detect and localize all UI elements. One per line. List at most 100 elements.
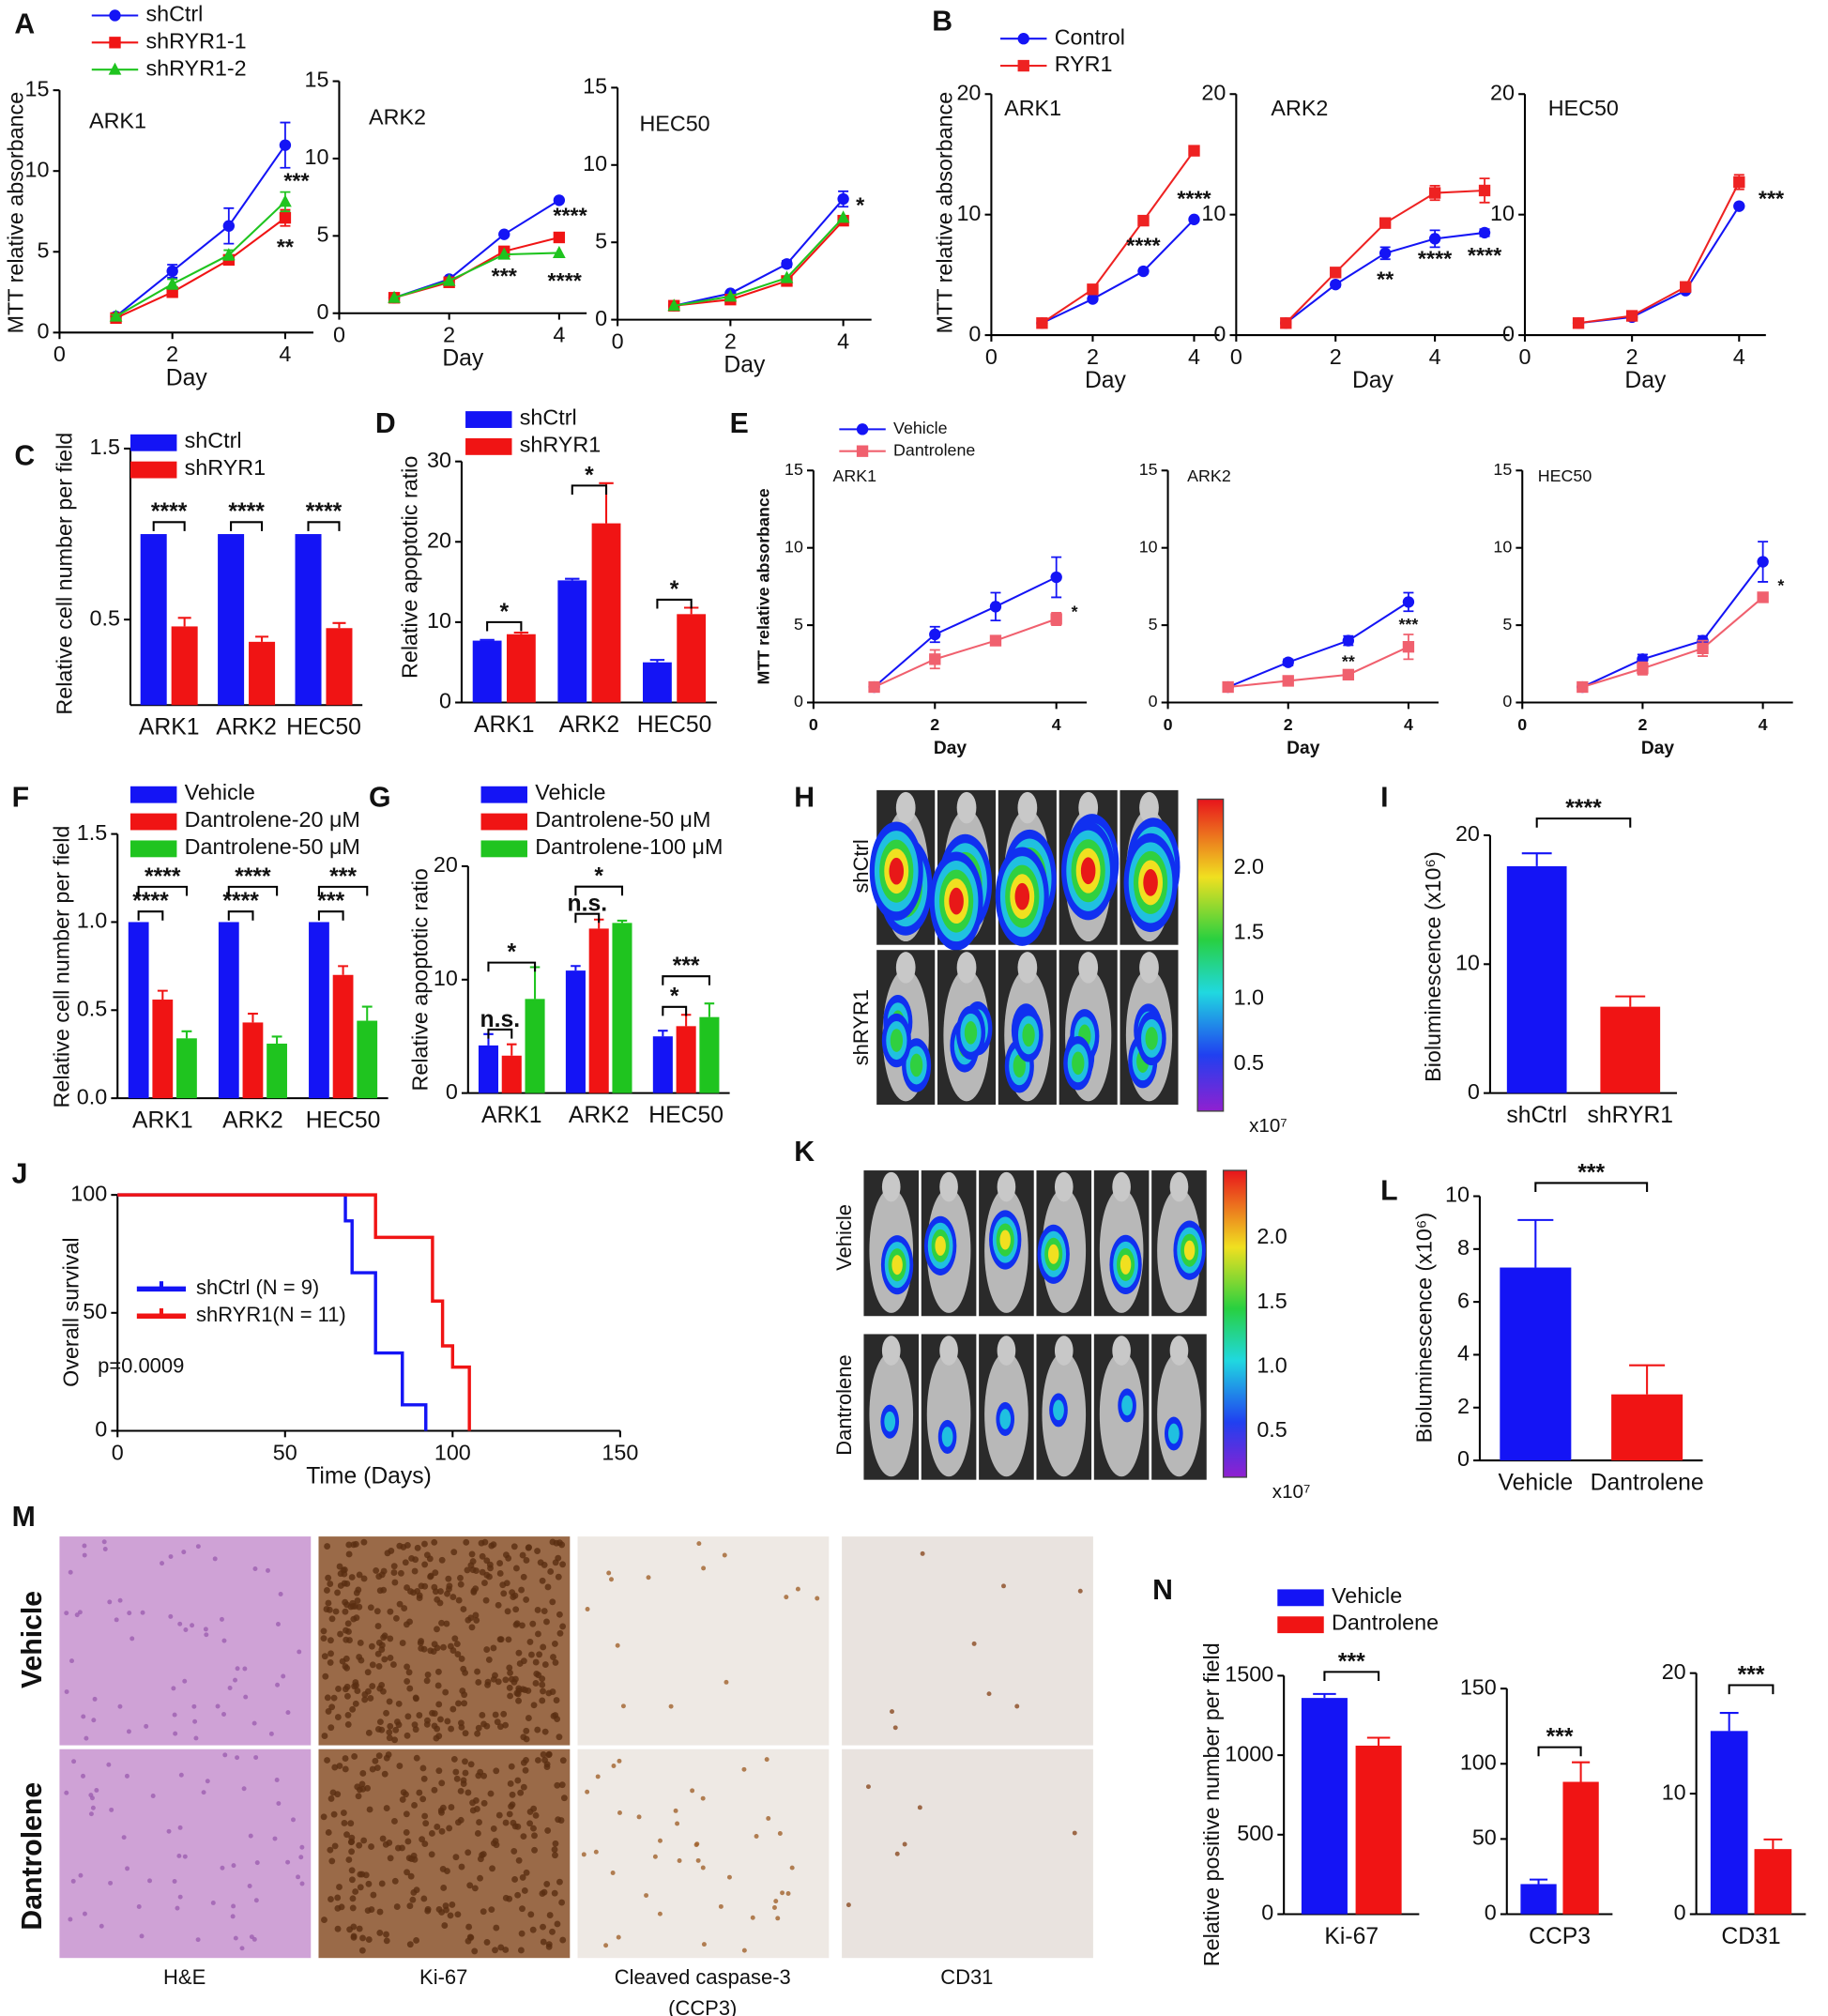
point xyxy=(1757,556,1769,568)
y-axis-label: Relative cell number per field xyxy=(50,826,74,1108)
stain xyxy=(386,1729,393,1736)
signal xyxy=(1072,1051,1085,1076)
stain xyxy=(438,1619,445,1627)
stain xyxy=(354,1596,361,1604)
stain xyxy=(183,1627,189,1632)
mouse xyxy=(1078,952,1099,984)
stain xyxy=(336,1884,343,1890)
stain xyxy=(404,1838,412,1845)
stain xyxy=(437,1588,444,1596)
significance-bracket xyxy=(574,885,624,896)
annotation: **** xyxy=(1126,234,1161,258)
chart-title: HEC50 xyxy=(1538,466,1592,485)
legend-label: shCtrl xyxy=(185,428,242,452)
stain xyxy=(190,1623,195,1628)
error-bar xyxy=(649,659,665,663)
stain xyxy=(243,1694,249,1700)
mouse xyxy=(956,952,977,984)
panel-letter: I xyxy=(1380,782,1388,813)
x-tick-label: 50 xyxy=(273,1440,297,1464)
panel-letter: H xyxy=(794,782,815,813)
stain xyxy=(434,1824,441,1830)
stain xyxy=(785,1891,791,1897)
bar xyxy=(171,626,198,706)
point xyxy=(1222,680,1234,694)
stain xyxy=(437,1807,445,1814)
stain xyxy=(360,1837,368,1844)
x-tick-label: HEC50 xyxy=(286,715,361,741)
stain xyxy=(540,1923,546,1931)
stain xyxy=(512,1565,520,1572)
y-tick-label: 10 xyxy=(583,151,607,176)
mouse xyxy=(881,1336,901,1366)
stain xyxy=(636,1814,642,1820)
stain xyxy=(383,1805,390,1812)
stain xyxy=(342,1686,349,1693)
stain xyxy=(500,1590,508,1597)
stain xyxy=(421,1540,428,1548)
stain xyxy=(349,1599,357,1607)
x-axis-label: Day xyxy=(1287,739,1320,758)
x-tick-label: 4 xyxy=(1733,344,1745,369)
stain xyxy=(409,1896,417,1903)
stain xyxy=(500,1710,508,1718)
stain xyxy=(345,1550,353,1558)
y-tick-label: 0.5 xyxy=(90,605,120,630)
stain xyxy=(324,1757,331,1764)
x-axis-label: Day xyxy=(724,353,766,378)
stain xyxy=(325,1829,332,1836)
stain xyxy=(195,1937,201,1943)
annotation: *** xyxy=(1759,186,1785,210)
y-tick-label: 5 xyxy=(1149,615,1158,634)
colorbar-tick-label: 1.0 xyxy=(1234,985,1264,1009)
y-tick-label: 2 xyxy=(1457,1394,1470,1418)
y-tick-label: 20 xyxy=(434,852,458,877)
stain xyxy=(519,1873,526,1881)
y-tick-label: 15 xyxy=(1493,460,1512,479)
stain xyxy=(511,1823,519,1830)
stain xyxy=(403,1810,410,1818)
stain xyxy=(530,1825,537,1832)
stain xyxy=(449,1594,457,1601)
chart-title: HEC50 xyxy=(639,111,709,135)
stain xyxy=(117,1597,123,1603)
stain xyxy=(387,1722,394,1730)
line xyxy=(674,198,845,307)
significance-bracket xyxy=(1323,1671,1380,1681)
stain xyxy=(221,1638,227,1643)
stain xyxy=(191,1703,197,1709)
stain xyxy=(68,1569,73,1575)
annotation: *** xyxy=(492,264,518,288)
stain xyxy=(533,1670,541,1677)
stain xyxy=(515,1685,523,1692)
significance-label: **** xyxy=(1565,796,1602,821)
stain xyxy=(91,1718,97,1723)
stain xyxy=(777,1831,783,1836)
stain xyxy=(320,1627,328,1635)
stain xyxy=(483,1938,491,1946)
point xyxy=(1036,317,1048,329)
annotation: *** xyxy=(1399,615,1419,634)
stain xyxy=(540,1643,547,1651)
x-tick-label: ARK2 xyxy=(216,715,277,741)
legend-swatch xyxy=(1277,1589,1324,1607)
stain xyxy=(64,1611,69,1616)
x-tick-label: CCP3 xyxy=(1529,1924,1591,1949)
stain xyxy=(454,1651,462,1657)
stain xyxy=(479,1552,486,1560)
panel-letter: A xyxy=(14,8,35,39)
stain xyxy=(471,1885,479,1892)
mouse xyxy=(926,1352,971,1477)
stain xyxy=(453,1775,461,1782)
stain xyxy=(421,1582,429,1590)
stain xyxy=(532,1658,540,1666)
stain xyxy=(986,1691,992,1697)
mouse xyxy=(1139,952,1159,984)
stain xyxy=(553,1697,560,1703)
y-tick-label: 0 xyxy=(1261,1901,1273,1925)
y-tick-label: 0 xyxy=(1457,1446,1470,1471)
x-axis-label: Time (Days) xyxy=(306,1463,432,1489)
signal xyxy=(1143,869,1158,896)
stain xyxy=(359,1770,367,1777)
stain xyxy=(519,1905,526,1913)
